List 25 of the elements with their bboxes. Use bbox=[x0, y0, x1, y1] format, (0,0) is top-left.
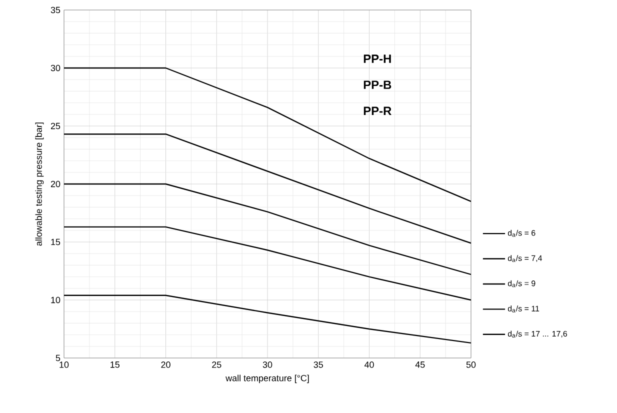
annotation: PP-B bbox=[364, 80, 392, 89]
x-tick-label: 10 bbox=[60, 362, 69, 368]
y-tick-label: 35 bbox=[50, 6, 60, 14]
y-tick-label: 30 bbox=[50, 64, 60, 72]
x-tick-label: 20 bbox=[161, 362, 170, 368]
x-axis-title: wall temperature [°C] bbox=[226, 374, 309, 384]
x-tick-label: 35 bbox=[314, 362, 323, 368]
x-tick-label: 15 bbox=[110, 362, 120, 368]
x-tick-label: 25 bbox=[212, 362, 222, 368]
y-tick-label: 5 bbox=[56, 354, 60, 362]
x-tick-label: 30 bbox=[262, 362, 272, 368]
line-series bbox=[64, 226, 471, 301]
y-tick-label: 20 bbox=[50, 180, 60, 188]
y-axis-title: allowable testing pressure [bar] bbox=[35, 122, 44, 246]
y-tick-label: 10 bbox=[51, 296, 60, 304]
x-tick-label: 50 bbox=[466, 362, 476, 368]
line-series bbox=[64, 67, 471, 202]
annotation: PP-H bbox=[364, 54, 391, 63]
annotation: PP-R bbox=[364, 106, 392, 116]
y-tick-label: 25 bbox=[50, 122, 60, 130]
line-series bbox=[64, 294, 471, 344]
y-tick-label: 15 bbox=[51, 238, 60, 246]
x-tick-label: 40 bbox=[364, 362, 374, 368]
line-series bbox=[64, 183, 471, 276]
x-tick-label: 45 bbox=[415, 362, 425, 368]
